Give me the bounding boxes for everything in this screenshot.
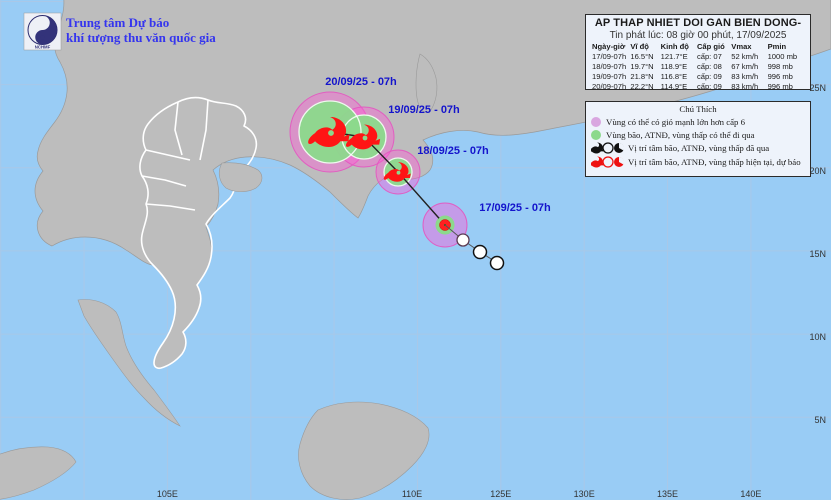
svg-text:20N: 20N: [809, 166, 826, 176]
svg-text:25N: 25N: [809, 83, 826, 93]
svg-text:18/09/25 - 07h: 18/09/25 - 07h: [417, 145, 489, 157]
svg-text:19/09/25 - 07h: 19/09/25 - 07h: [388, 104, 460, 116]
svg-text:110E: 110E: [402, 489, 422, 499]
svg-text:khí tượng thu἟ văn quốc gia: khí tượng thu἟ văn quốc gia: [66, 30, 216, 45]
svg-text:105E: 105E: [157, 489, 178, 499]
svg-text:NCHMF: NCHMF: [35, 45, 51, 50]
svg-text:10N: 10N: [809, 332, 826, 342]
svg-text:5N: 5N: [814, 415, 826, 425]
svg-text:20/09/25 - 07h: 20/09/25 - 07h: [325, 76, 397, 88]
svg-text:Trung tâm Dự báo: Trung tâm Dự báo: [66, 15, 169, 30]
svg-text:125E: 125E: [490, 489, 511, 499]
svg-text:140E: 140E: [740, 489, 761, 499]
svg-text:130E: 130E: [574, 489, 595, 499]
svg-text:135E: 135E: [657, 489, 678, 499]
svg-text:15N: 15N: [809, 249, 826, 259]
svg-text:17/09/25 - 07h: 17/09/25 - 07h: [479, 202, 551, 214]
